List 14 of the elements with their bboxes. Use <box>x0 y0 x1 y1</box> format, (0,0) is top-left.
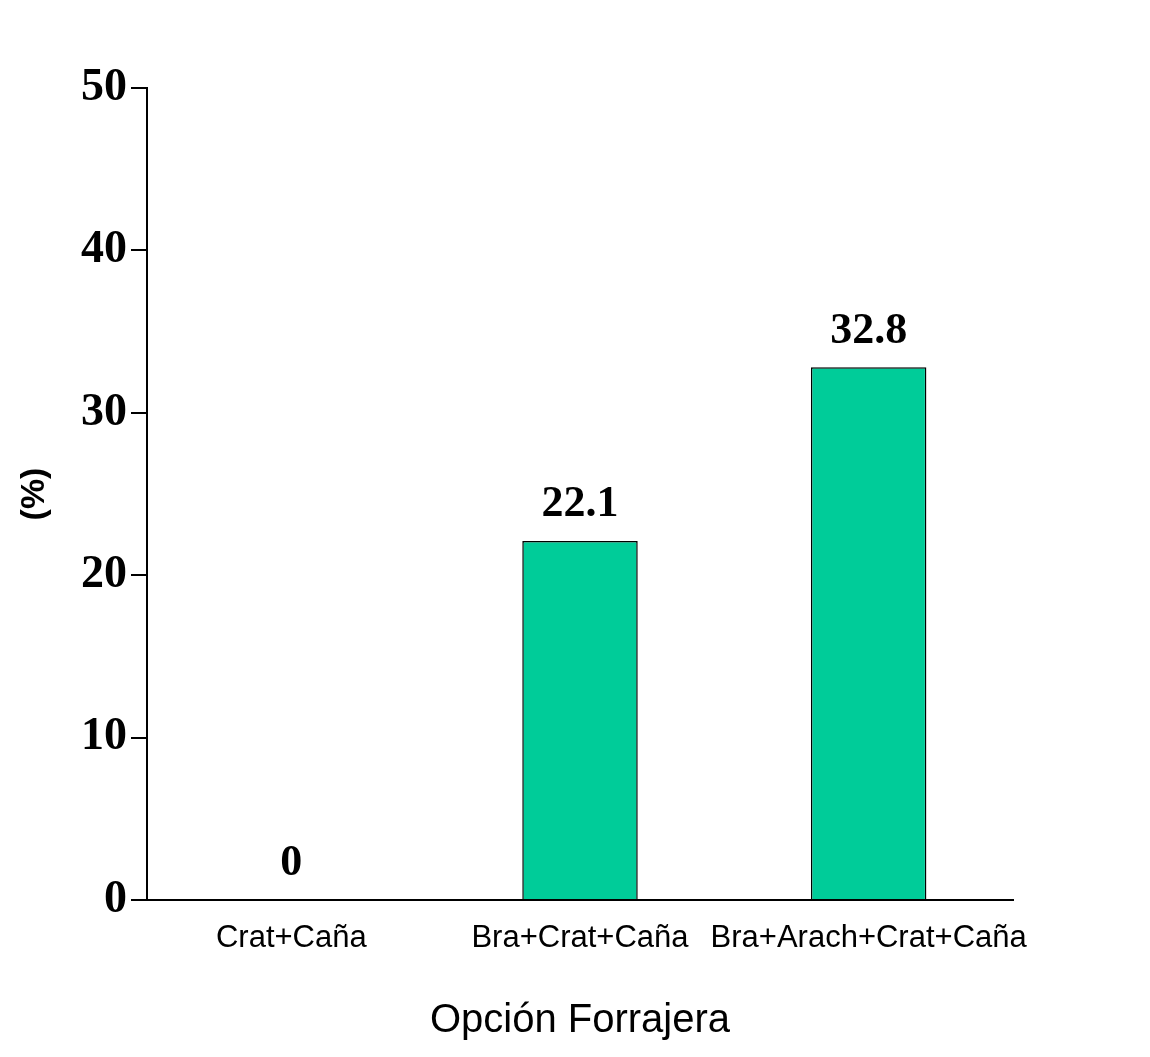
x-tick-label: Bra+Crat+Caña <box>471 919 690 955</box>
data-label: 22.1 <box>541 477 619 527</box>
y-tick-label: 50 <box>81 58 127 110</box>
x-tick-label: Bra+Arach+Crat+Caña <box>710 919 1028 955</box>
y-tick-label: 20 <box>81 546 127 598</box>
y-tick-label: 30 <box>81 383 127 435</box>
data-label: 0 <box>280 836 303 886</box>
y-tick-label: 0 <box>104 870 127 922</box>
y-tick-label: 40 <box>81 221 127 273</box>
x-tick-label: Crat+Caña <box>215 919 368 955</box>
y-axis-title: (%) <box>12 467 51 521</box>
data-label: 32.8 <box>830 303 908 353</box>
x-axis-title: Opción Forrajera <box>429 996 731 1041</box>
y-tick-label: 10 <box>81 708 127 760</box>
